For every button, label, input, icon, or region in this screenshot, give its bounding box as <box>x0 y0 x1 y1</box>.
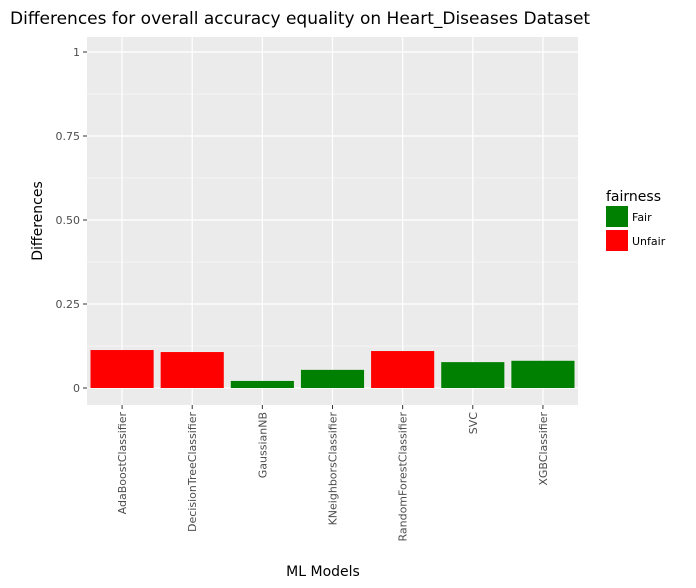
x-tick-label: GaussianNB <box>256 412 269 478</box>
legend-swatch-unfair <box>606 230 628 251</box>
x-tick-label: DecisionTreeClassifier <box>186 412 199 532</box>
y-axis-title: Differences <box>30 181 46 260</box>
y-tick-label: 0.75 <box>56 130 81 143</box>
bar-svc <box>441 362 505 388</box>
x-axis-title: ML Models <box>286 564 360 580</box>
x-tick-label: RandomForestClassifier <box>397 412 410 542</box>
x-tick-label: SVC <box>467 412 480 435</box>
x-tick-label: XGBClassifier <box>537 412 550 486</box>
bar-adaboostclassifier <box>90 350 154 388</box>
legend-swatch-fair <box>606 206 628 227</box>
legend: fairness Fair Unfair <box>606 189 666 251</box>
x-tick-label: KNeighborsClassifier <box>327 412 340 526</box>
y-tick-label: 0.25 <box>56 298 81 311</box>
grid-lines <box>87 37 578 405</box>
y-tick-label: 0.50 <box>56 214 81 227</box>
x-tick-label: AdaBoostClassifier <box>116 412 129 515</box>
bar-kneighborsclassifier <box>300 369 365 388</box>
y-tick-label: 1 <box>73 46 80 59</box>
bars <box>90 350 575 388</box>
chart-title: Differences for overall accuracy equalit… <box>10 9 590 29</box>
bar-decisiontreeclassifier <box>160 352 224 388</box>
bar-xgbclassifier <box>511 360 575 388</box>
legend-title: fairness <box>606 189 661 205</box>
y-axis: 0 0.25 0.50 0.75 1 <box>56 46 87 395</box>
y-tick-label: 0 <box>73 382 80 395</box>
legend-label-fair: Fair <box>632 211 652 224</box>
x-axis: AdaBoostClassifier DecisionTreeClassifier… <box>116 405 550 542</box>
legend-label-unfair: Unfair <box>632 235 666 248</box>
bar-randomforestclassifier <box>371 351 435 388</box>
bar-gaussiannb <box>230 380 294 388</box>
